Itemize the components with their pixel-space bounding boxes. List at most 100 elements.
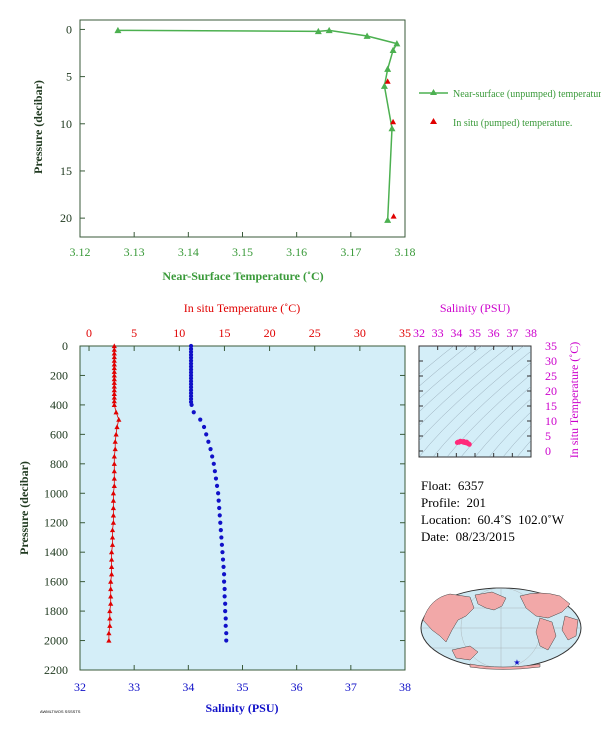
ts-top-tick-label: 37 — [506, 326, 518, 340]
salinity-point — [223, 623, 228, 628]
near-surface-x-axis-label: Near-Surface Temperature (˚C) — [162, 269, 323, 283]
salinity-point — [188, 385, 194, 390]
ts-right-tick-label: 15 — [545, 399, 557, 413]
y-tick-label: 15 — [60, 164, 72, 178]
salinity-point — [201, 424, 207, 430]
salinity-point — [213, 476, 219, 481]
unpumped-temperature-point — [384, 216, 392, 223]
y-tick-label: 1800 — [44, 604, 68, 618]
near-surface-y-axis-label: Pressure (decibar) — [31, 80, 45, 174]
y-tick-label: 5 — [66, 70, 72, 84]
density-contour — [488, 411, 531, 457]
salinity-point — [222, 586, 227, 592]
bottom-tick-label: 36 — [291, 680, 303, 694]
temperature-point — [111, 461, 117, 466]
bottom-tick-label: 33 — [128, 680, 140, 694]
temperature-point — [109, 527, 116, 533]
temperature-point — [110, 490, 117, 496]
salinity-point — [224, 638, 229, 643]
density-contour — [474, 398, 531, 457]
density-contour — [516, 440, 531, 457]
ts-right-axis-label: In situ Temperature (˚C) — [567, 342, 581, 459]
ts-right-tick-label: 30 — [545, 354, 557, 368]
salinity-point — [191, 410, 196, 415]
unpumped-temperature-point — [380, 82, 388, 89]
top-tick-label: 35 — [399, 326, 411, 340]
salinity-point — [220, 550, 225, 555]
temperature-point — [110, 498, 117, 503]
temperature-point — [107, 615, 113, 621]
unpumped-temperature-point — [363, 32, 371, 39]
ts-top-tick-label: 34 — [450, 326, 462, 340]
temperature-point — [108, 593, 114, 599]
profile-plot-area — [79, 345, 406, 671]
ts-points — [454, 438, 472, 447]
unpumped-temperature-point — [314, 27, 322, 35]
map-land — [422, 591, 579, 670]
temperature-point — [111, 365, 117, 371]
salinity-point — [221, 579, 227, 584]
salinity-point — [216, 498, 221, 503]
salinity-point — [208, 446, 213, 452]
density-contour — [419, 346, 496, 413]
near-surface-ticks: 3.12 3.13 3.14 3.15 3.16 3.17 3.18 0 5 10 15 20 — [60, 22, 416, 259]
temperature-point — [108, 601, 114, 606]
temperature-point — [109, 534, 116, 540]
density-contour — [432, 362, 531, 457]
legend-label-pumped: In situ (pumped) temperature. — [453, 118, 572, 129]
density-contour — [419, 346, 524, 441]
salinity-point — [188, 391, 194, 396]
salinity-point — [188, 367, 194, 372]
ts-density-contours — [419, 346, 531, 457]
salinity-point — [214, 483, 220, 489]
temperature-point — [111, 394, 117, 400]
bottom-tick-label: 37 — [345, 680, 357, 694]
ts-top-axis-label: Salinity (PSU) — [440, 301, 510, 315]
temperature-point — [111, 402, 117, 407]
ts-right-tick-label: 25 — [545, 369, 557, 383]
temperature-point — [116, 417, 122, 422]
temperature-point — [111, 383, 117, 389]
y-tick-label: 1600 — [44, 575, 68, 589]
y-tick-label: 800 — [50, 457, 68, 471]
ts-right-tick-label: 0 — [545, 444, 551, 458]
temperature-point — [111, 361, 117, 367]
legend-label-unpumped: Near-surface (unpumped) temperature. — [453, 89, 601, 100]
x-tick-label: 3.13 — [124, 245, 145, 259]
ts-right-tick-label: 35 — [545, 339, 557, 353]
salinity-point — [206, 439, 211, 444]
near-surface-unpumped-series — [114, 26, 401, 223]
ts-right-tick-label: 5 — [545, 429, 551, 443]
unpumped-temperature-line — [117, 29, 399, 221]
legend-marker-pumped — [430, 118, 437, 124]
salinity-point — [188, 361, 194, 366]
salinity-point — [188, 346, 194, 352]
salinity-point — [218, 527, 223, 533]
y-tick-label: 200 — [50, 368, 68, 382]
unpumped-temperature-point — [388, 125, 396, 132]
temperature-point — [114, 424, 120, 430]
temperature-profile-series — [106, 343, 122, 643]
y-tick-label: 0 — [62, 339, 68, 353]
ts-point — [464, 439, 469, 445]
temperature-point — [111, 358, 117, 363]
temperature-point — [107, 623, 113, 628]
ts-right-tick-label: 20 — [545, 384, 557, 398]
temperature-point — [111, 350, 117, 356]
float-location-marker: ★ — [513, 658, 520, 667]
salinity-point — [210, 454, 215, 459]
salinity-point — [224, 631, 229, 636]
profile-ticks: 0200400600800100012001400160018002000220… — [44, 326, 411, 694]
salinity-point — [188, 393, 194, 399]
temperature-point — [110, 520, 117, 525]
pumped-temperature-point — [390, 118, 397, 125]
temperature-point — [108, 564, 115, 569]
temperature-point — [111, 391, 117, 396]
salinity-point — [219, 535, 224, 540]
ts-point — [456, 439, 462, 445]
y-tick-label: 1000 — [44, 486, 68, 500]
temperature-point — [111, 475, 117, 481]
density-contour — [419, 346, 454, 375]
